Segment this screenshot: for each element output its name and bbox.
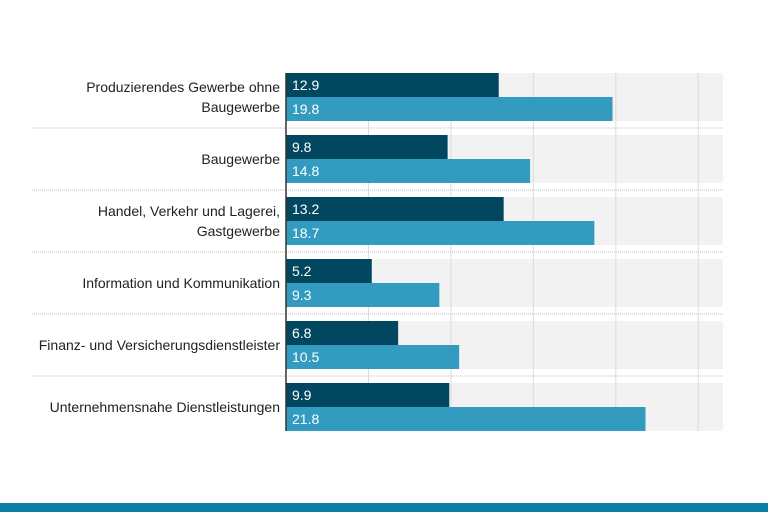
bar bbox=[286, 159, 531, 183]
bar-value-label: 14.8 bbox=[292, 163, 319, 179]
footer-bar bbox=[0, 503, 768, 512]
bar-value-label: 6.8 bbox=[292, 325, 312, 341]
bar bbox=[286, 97, 613, 121]
category-label: Baugewerbe bbox=[201, 99, 280, 115]
bar-value-label: 10.5 bbox=[292, 349, 319, 365]
bar bbox=[286, 197, 504, 221]
bar-value-label: 19.8 bbox=[292, 101, 319, 117]
category-label: Information und Kommunikation bbox=[82, 275, 280, 291]
bar-value-label: 13.2 bbox=[292, 201, 319, 217]
bar bbox=[286, 407, 646, 431]
bar bbox=[286, 283, 440, 307]
bar-value-label: 18.7 bbox=[292, 225, 319, 241]
bar-value-label: 9.8 bbox=[292, 139, 312, 155]
bar bbox=[286, 135, 448, 159]
bar bbox=[286, 221, 595, 245]
bar bbox=[286, 73, 499, 97]
bar-value-label: 5.2 bbox=[292, 263, 312, 279]
category-label: Baugewerbe bbox=[201, 151, 280, 167]
bar-value-label: 12.9 bbox=[292, 77, 319, 93]
bar bbox=[286, 345, 460, 369]
bar-value-label: 9.3 bbox=[292, 287, 312, 303]
category-label: Handel, Verkehr und Lagerei, bbox=[98, 203, 280, 219]
bar bbox=[286, 321, 399, 345]
category-label: Produzierendes Gewerbe ohne bbox=[86, 79, 280, 95]
bar bbox=[286, 259, 372, 283]
bar bbox=[286, 383, 450, 407]
category-label: Finanz- und Versicherungsdienstleister bbox=[39, 337, 281, 353]
category-label: Unternehmensnahe Dienstleistungen bbox=[50, 399, 280, 415]
bar-value-label: 21.8 bbox=[292, 411, 319, 427]
bar-value-label: 9.9 bbox=[292, 387, 312, 403]
category-label: Gastgewerbe bbox=[197, 223, 280, 239]
